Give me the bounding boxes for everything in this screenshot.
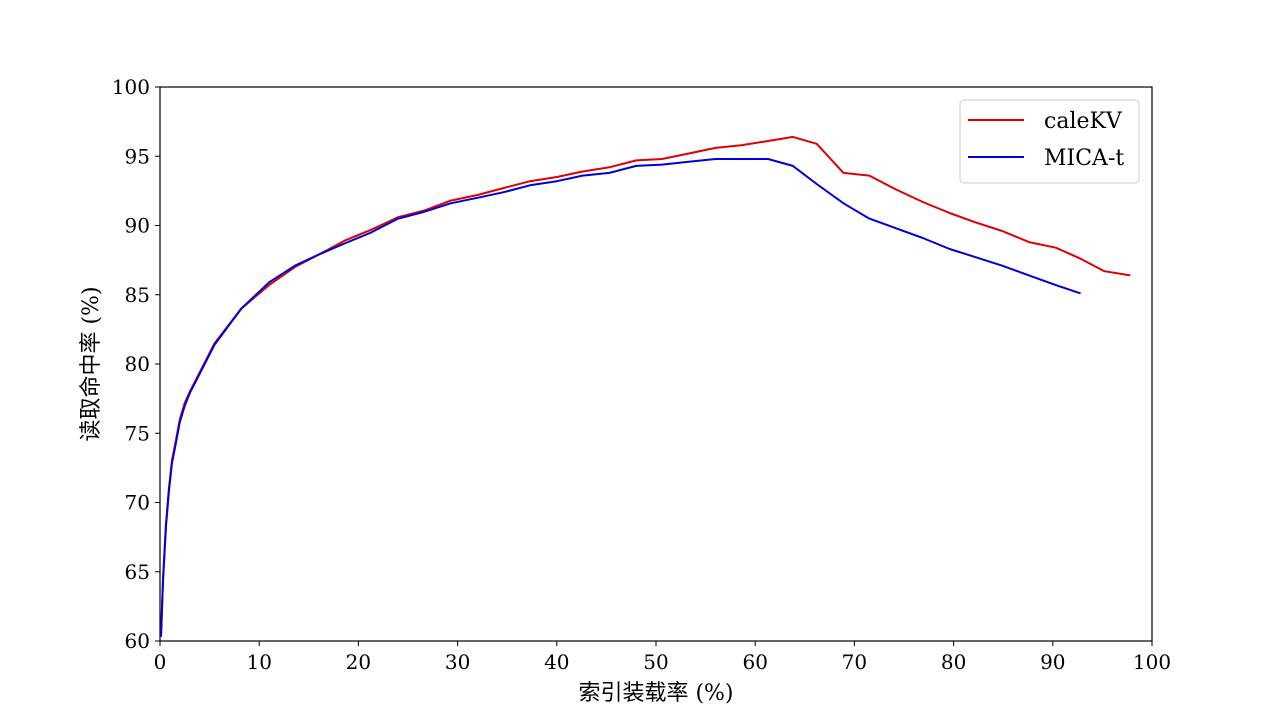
- y-tick-label: 60: [125, 629, 150, 653]
- x-tick-label: 30: [445, 650, 470, 674]
- legend-label-calekv: caleKV: [1044, 109, 1123, 134]
- y-tick-label: 80: [125, 352, 150, 376]
- y-axis-label: 读取命中率 (%): [79, 286, 104, 441]
- x-tick-label: 70: [842, 650, 867, 674]
- y-tick-label: 65: [125, 560, 150, 584]
- y-tick-label: 95: [125, 144, 150, 168]
- x-axis: 0 10 20 30 40 50 60 70 80 90 100: [154, 641, 1171, 674]
- series-line-mica-t: [160, 158, 1081, 637]
- y-tick-label: 100: [112, 75, 150, 99]
- x-axis-label: 索引装载率 (%): [578, 681, 733, 706]
- y-tick-label: 70: [125, 491, 150, 515]
- y-tick-label: 85: [125, 283, 150, 307]
- x-tick-label: 20: [346, 650, 371, 674]
- series-line-calekv: [160, 135, 1131, 635]
- x-tick-label: 10: [246, 650, 271, 674]
- y-tick-label: 75: [125, 421, 150, 445]
- x-tick-label: 40: [544, 650, 569, 674]
- x-tick-label: 90: [1040, 650, 1065, 674]
- x-tick-label: 0: [154, 650, 167, 674]
- x-tick-label: 60: [742, 650, 767, 674]
- x-tick-label: 50: [643, 650, 668, 674]
- x-tick-label: 100: [1133, 650, 1171, 674]
- series-layer: [160, 135, 1131, 637]
- legend: caleKV MICA-t: [959, 99, 1140, 184]
- y-tick-label: 90: [125, 214, 150, 238]
- x-tick-label: 80: [941, 650, 966, 674]
- legend-label-mica-t: MICA-t: [1044, 146, 1124, 171]
- y-axis: 60 65 70 75 80 85 90 95 100: [112, 75, 160, 653]
